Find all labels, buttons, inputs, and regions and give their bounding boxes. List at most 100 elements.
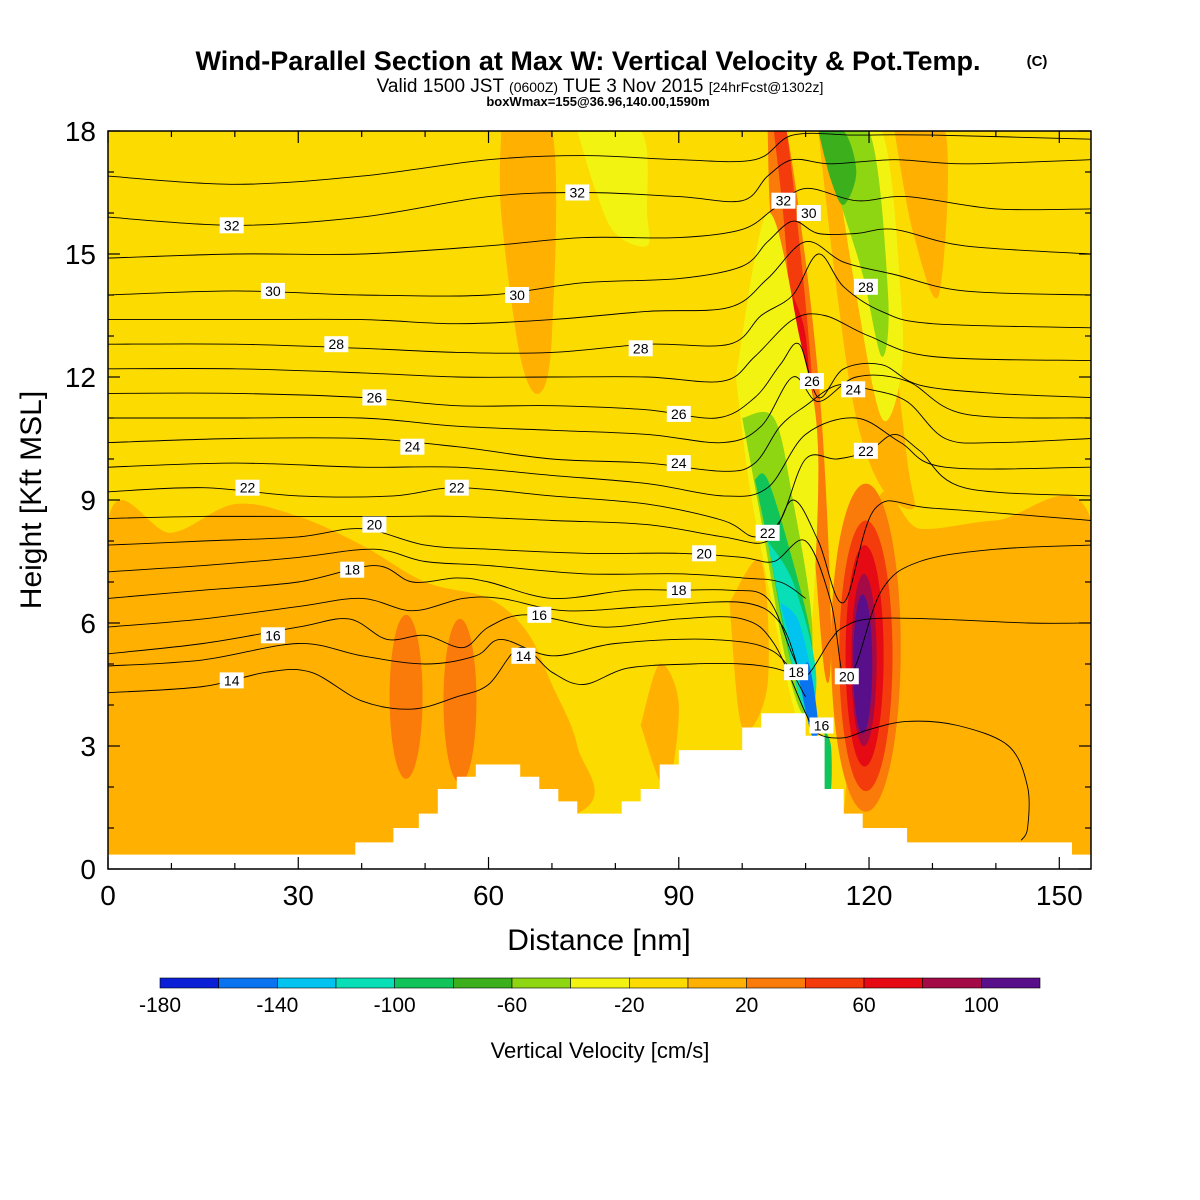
svg-text:26: 26 [804, 373, 820, 389]
velocity-region [818, 131, 857, 205]
svg-text:28: 28 [633, 340, 649, 356]
vertical-velocity-fill [108, 131, 1091, 869]
colorbar-swatch [335, 977, 395, 989]
subtitle-date: TUE 3 Nov 2015 [563, 76, 703, 97]
svg-text:16: 16 [265, 627, 281, 643]
colorbar-tick-label: 60 [852, 994, 875, 1017]
svg-text:24: 24 [845, 381, 861, 397]
terrain [108, 713, 1091, 869]
svg-text:20: 20 [696, 545, 712, 561]
colorbar-swatch [159, 977, 219, 989]
svg-text:32: 32 [224, 217, 240, 233]
isentrope-line [108, 313, 1091, 383]
svg-text:20: 20 [839, 668, 855, 684]
velocity-region [389, 614, 423, 779]
colorbar-swatch [218, 977, 278, 989]
svg-text:22: 22 [449, 480, 465, 496]
colorbar-swatch [863, 977, 923, 989]
colorbar-tick-label: 20 [735, 994, 758, 1017]
svg-text:24: 24 [405, 439, 421, 455]
svg-text:30: 30 [801, 205, 817, 221]
y-tick-label: 18 [65, 116, 96, 147]
colorbar-tick-label: -20 [614, 994, 644, 1017]
subtitle-zulu: (0600Z) [509, 79, 558, 95]
svg-text:14: 14 [224, 672, 240, 688]
x-tick-label: 120 [846, 880, 893, 911]
isentrope-line-18 [108, 565, 1091, 678]
isentrope-line [108, 187, 1091, 259]
isentrope-label: 28 [628, 340, 653, 357]
isentrope-label: 16 [809, 717, 834, 734]
isentrope-label: 14 [511, 647, 536, 664]
svg-text:26: 26 [367, 390, 383, 406]
x-axis-label: Distance [nm] [507, 924, 690, 957]
isentrope-line [108, 499, 1091, 603]
copyright-mark: (C) [1027, 53, 1048, 70]
svg-text:32: 32 [776, 193, 792, 209]
svg-text:16: 16 [814, 718, 830, 734]
isentrope-label: 22 [235, 479, 260, 496]
colorbar-tick-label: -60 [497, 994, 527, 1017]
isentrope-label: 30 [260, 282, 285, 299]
colorbar: -180 -140 -100 -60 -20 20 60 100 [139, 977, 1041, 1017]
velocity-region [894, 131, 948, 299]
svg-text:14: 14 [516, 648, 532, 664]
x-tick-label: 30 [283, 880, 314, 911]
x-tick-label: 60 [473, 880, 504, 911]
chart-subtitle: Valid 1500 JST (0600Z) TUE 3 Nov 2015 [2… [377, 76, 824, 97]
isentrope-label: 20 [834, 668, 859, 685]
isentrope-label: 22 [755, 524, 780, 541]
isentrope-line [108, 417, 1091, 497]
isentrope-label: 32 [771, 192, 796, 209]
isentrope-line-14 [108, 647, 800, 710]
isentrope-line [108, 241, 1091, 325]
colorbar-swatch [277, 977, 337, 989]
y-tick-label: 9 [80, 485, 96, 516]
isentrope-line-22 [108, 433, 1091, 538]
isentrope-label: 24 [400, 438, 425, 455]
isentrope-label: 16 [260, 627, 285, 644]
colorbar-swatch [394, 977, 454, 989]
isentrope-line [108, 548, 806, 599]
svg-text:30: 30 [265, 283, 281, 299]
colorbar-swatch [981, 977, 1041, 989]
colorbar-tick-label: -140 [256, 994, 298, 1017]
isentrope-line-24 [108, 383, 1091, 472]
isentrope-line-32 [108, 158, 1091, 226]
isentrope-line-30 [108, 220, 1091, 297]
y-tick-label: 0 [80, 854, 96, 885]
isentrope-label: 24 [666, 455, 691, 472]
svg-text:32: 32 [570, 185, 586, 201]
isentrope-label: 20 [692, 545, 717, 562]
isentrope-labels: 14 14 16 16 16 18 18 18 20 20 20 22 22 22 22 24 24 24 26 26… [219, 184, 878, 734]
terrain-shape [108, 713, 1091, 869]
velocity-region [108, 500, 595, 858]
isentrope-label: 22 [853, 442, 878, 459]
isentrope-line [108, 638, 806, 698]
isentrope-label: 16 [527, 606, 552, 623]
isentrope-label: 18 [340, 561, 365, 578]
colorbar-tick-label: -180 [139, 994, 181, 1017]
svg-text:22: 22 [240, 480, 256, 496]
isentrope-label: 14 [219, 672, 244, 689]
isentrope-label: 26 [362, 389, 387, 406]
colorbar-swatch [511, 977, 571, 989]
colorbar-swatch [453, 977, 513, 989]
colorbar-tick-label: -100 [374, 994, 416, 1017]
y-tick-label: 15 [65, 239, 96, 270]
isentrope-label: 26 [666, 405, 691, 422]
y-tick-label: 6 [80, 608, 96, 639]
x-tick-label: 150 [1036, 880, 1083, 911]
svg-text:20: 20 [367, 517, 383, 533]
colorbar-swatch [687, 977, 747, 989]
colorbar-swatch [922, 977, 982, 989]
colorbar-swatch [805, 977, 865, 989]
plot-layers: 14 14 16 16 16 18 18 18 20 20 20 22 22 22 22 24 24 24 26 26… [108, 131, 1091, 869]
svg-text:24: 24 [671, 455, 687, 471]
svg-text:26: 26 [671, 406, 687, 422]
svg-text:18: 18 [788, 664, 804, 680]
isentrope-label: 24 [841, 381, 866, 398]
colorbar-swatch [629, 977, 689, 989]
colorbar-swatch [570, 977, 630, 989]
